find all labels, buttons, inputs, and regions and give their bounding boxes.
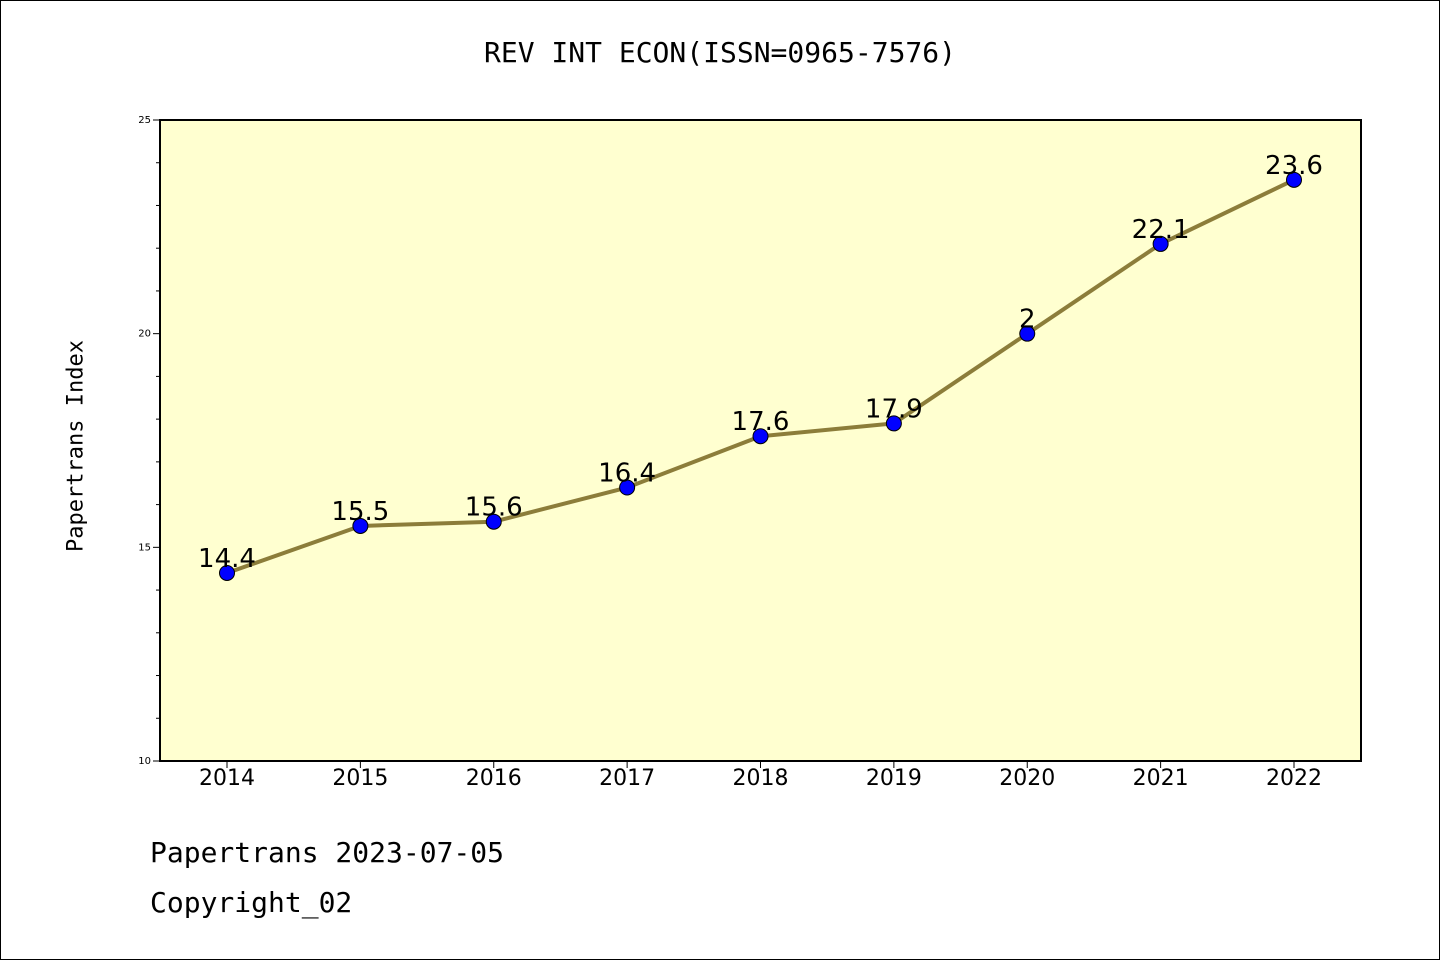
data-label: 15.5 <box>331 497 389 527</box>
data-point <box>1152 235 1169 252</box>
data-label: 23.6 <box>1265 151 1323 181</box>
x-tick-label: 2021 <box>1133 766 1189 791</box>
data-point <box>219 564 235 581</box>
footer-copyright: Copyright_02 <box>150 886 353 919</box>
data-point <box>619 479 636 496</box>
x-tick-label: 2014 <box>199 766 255 791</box>
data-label: 15.6 <box>465 493 523 523</box>
y-tick-label: 15 <box>138 542 151 553</box>
data-label: 14.4 <box>198 544 256 574</box>
data-label: 16.4 <box>598 459 656 489</box>
y-axis: 10 15 20 25 <box>138 115 160 767</box>
data-point <box>1019 325 1036 342</box>
data-point <box>352 517 369 534</box>
chart-title: REV INT ECON(ISSN=0965-7576) <box>483 36 956 69</box>
data-label: 22.1 <box>1132 215 1190 245</box>
x-tick-label: 2020 <box>999 766 1055 791</box>
x-tick-label: 2017 <box>599 766 655 791</box>
x-tick-label: 2016 <box>466 766 522 791</box>
data-point <box>752 428 769 445</box>
y-tick-label: 10 <box>138 756 151 767</box>
data-labels: 14.4 15.5 15.6 16.4 17.6 17.9 2 22.1 23.6 <box>198 151 1323 574</box>
data-label: 17.9 <box>865 394 923 424</box>
data-label: 2 <box>1019 305 1036 335</box>
footer-date: Papertrans 2023-07-05 <box>150 836 505 869</box>
data-markers <box>219 171 1302 581</box>
y-tick-label: 20 <box>138 329 151 340</box>
x-tick-label: 2015 <box>332 766 388 791</box>
data-point <box>485 513 502 530</box>
y-tick-label: 25 <box>138 115 151 126</box>
x-tick-label: 2019 <box>866 766 922 791</box>
data-label: 17.6 <box>732 407 790 437</box>
x-tick-label: 2022 <box>1266 766 1322 791</box>
x-axis: 2014 2015 2016 2017 2018 2019 2020 2021 2022 <box>199 761 1322 791</box>
data-point <box>1286 171 1302 188</box>
data-point <box>885 415 902 432</box>
x-tick-label: 2018 <box>733 766 789 791</box>
